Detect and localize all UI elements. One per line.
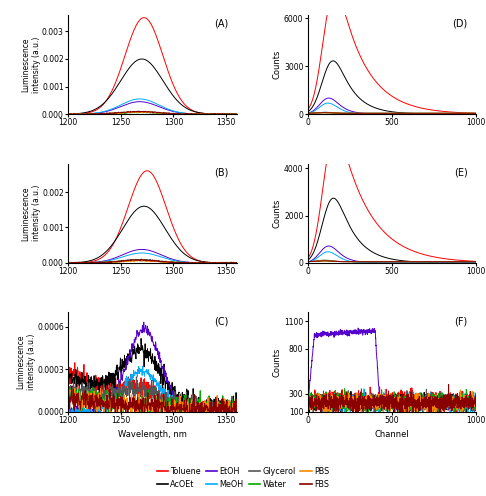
X-axis label: Channel: Channel bbox=[375, 431, 409, 439]
Y-axis label: Luminescence
intensity (a.u.): Luminescence intensity (a.u.) bbox=[21, 36, 41, 93]
Y-axis label: Counts: Counts bbox=[272, 347, 281, 377]
Legend: Toluene, AcOEt, EtOH, MeOH, Glycerol, Water, PBS, FBS: Toluene, AcOEt, EtOH, MeOH, Glycerol, Wa… bbox=[154, 463, 332, 492]
Y-axis label: Luminescence
intensity (a.u.): Luminescence intensity (a.u.) bbox=[21, 185, 41, 242]
Y-axis label: Counts: Counts bbox=[272, 50, 281, 79]
Text: (C): (C) bbox=[214, 316, 228, 326]
Text: (B): (B) bbox=[214, 168, 228, 178]
Text: (F): (F) bbox=[454, 316, 468, 326]
Y-axis label: Counts: Counts bbox=[272, 198, 281, 228]
Text: (E): (E) bbox=[454, 168, 468, 178]
Text: (A): (A) bbox=[214, 19, 228, 29]
Text: (D): (D) bbox=[452, 19, 468, 29]
Y-axis label: Luminescence
intensity (a.u.): Luminescence intensity (a.u.) bbox=[17, 334, 36, 390]
X-axis label: Wavelength, nm: Wavelength, nm bbox=[118, 431, 187, 439]
